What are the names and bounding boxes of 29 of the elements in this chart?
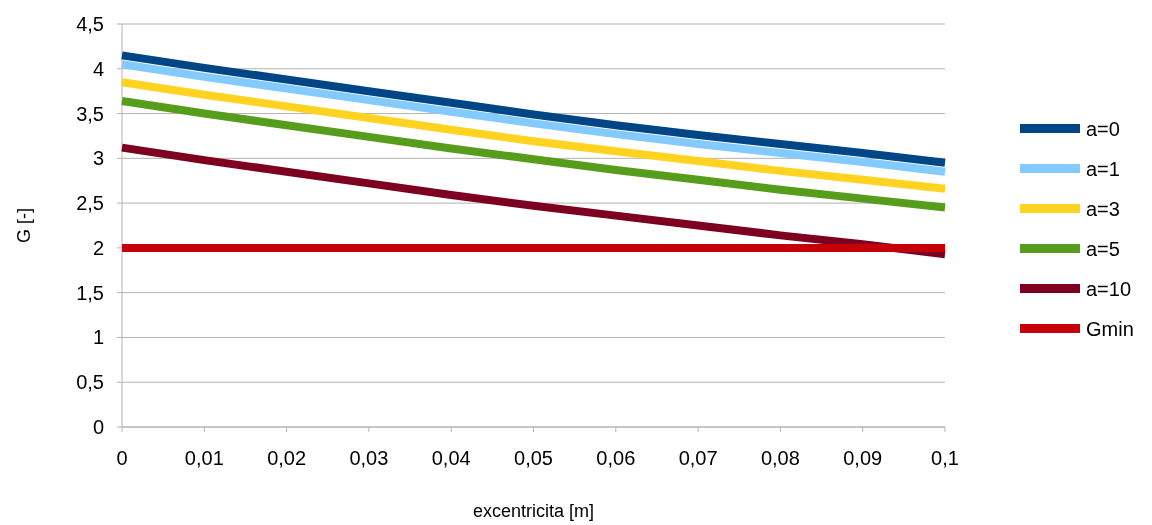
x-tick-label: 0,1 <box>931 447 959 469</box>
x-tick-label: 0,03 <box>349 447 389 469</box>
y-tick-label: 2,5 <box>76 192 104 215</box>
x-tick-label: 0,06 <box>596 447 636 469</box>
legend-label: a=10 <box>1086 278 1132 300</box>
y-tick-label: 0 <box>92 416 104 438</box>
x-tick-label: 0,05 <box>514 447 553 469</box>
legend-label: a=5 <box>1086 238 1120 260</box>
y-tick-label: 1,5 <box>76 281 104 304</box>
legend-label: Gmin <box>1086 318 1134 340</box>
x-tick-label: 0 <box>116 447 128 469</box>
x-tick-label: 0,04 <box>431 447 471 469</box>
y-tick-label: 3 <box>92 147 104 170</box>
y-tick-label: 4 <box>92 57 104 80</box>
x-tick-label: 0,08 <box>760 447 800 469</box>
legend-label: a=1 <box>1086 158 1120 180</box>
x-tick-label: 0,09 <box>843 447 883 469</box>
y-axis-title: G [-] <box>14 208 34 243</box>
y-tick-label: 4,5 <box>76 13 104 35</box>
legend-label: a=3 <box>1086 198 1120 220</box>
y-tick-label: 1 <box>92 326 104 349</box>
x-tick-label: 0,07 <box>678 447 718 469</box>
y-tick-label: 2 <box>92 236 104 259</box>
x-tick-label: 0,02 <box>267 447 307 469</box>
x-tick-label: 0,01 <box>184 447 224 469</box>
legend-label: a=0 <box>1086 118 1120 140</box>
x-axis-title: excentricita [m] <box>472 501 595 521</box>
y-tick-label: 3,5 <box>76 102 104 125</box>
y-tick-label: 0,5 <box>76 371 104 394</box>
